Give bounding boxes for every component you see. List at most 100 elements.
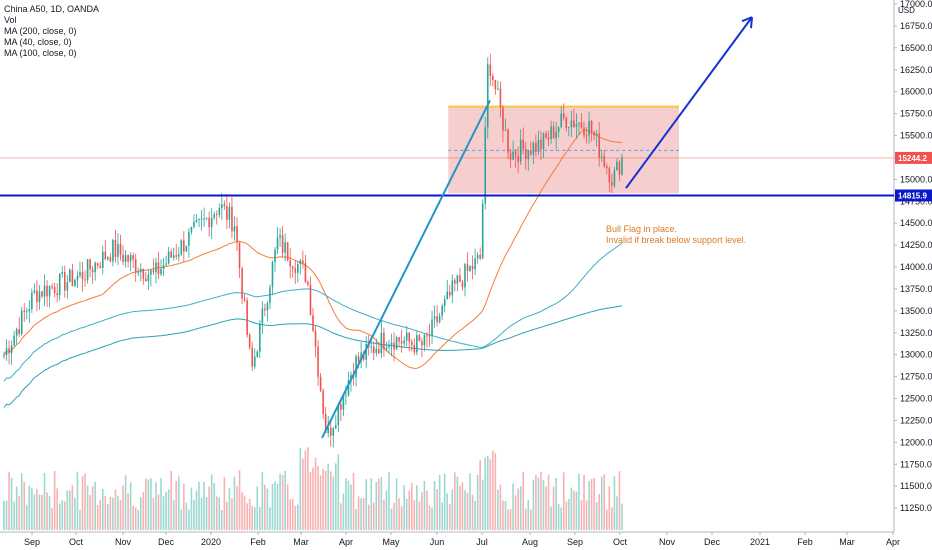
volume-bar: [388, 472, 390, 530]
volume-bar: [408, 490, 411, 530]
candle-body: [195, 220, 198, 222]
candle-body: [203, 218, 205, 220]
volume-bar: [461, 482, 464, 530]
volume-bar: [215, 496, 218, 530]
volume-bar: [175, 481, 178, 530]
candle-body: [570, 120, 573, 127]
candle-body: [560, 113, 563, 128]
price-tick-label: 14000.0: [900, 262, 932, 272]
candle-body: [481, 203, 484, 259]
volume-bar: [210, 474, 213, 530]
price-tick-label: 11750.0: [900, 459, 932, 469]
volume-bar: [218, 497, 221, 530]
candle-body: [256, 351, 259, 357]
volume-bar: [337, 454, 340, 530]
volume-bar: [304, 450, 307, 530]
price-tick-label: 12750.0: [900, 372, 932, 382]
volume-bar: [557, 503, 560, 530]
volume-bar: [342, 493, 345, 530]
candle-body: [355, 356, 357, 378]
candle-body: [322, 390, 324, 415]
candle-body: [112, 239, 114, 262]
volume-bar: [160, 478, 162, 530]
candle-body: [431, 319, 433, 336]
volume-bar: [456, 476, 459, 530]
volume-bar: [94, 481, 96, 530]
candle-body: [393, 342, 395, 350]
volume-bar: [603, 474, 606, 530]
candle-body: [542, 133, 545, 150]
candle-body: [499, 88, 502, 108]
volume-bar: [195, 490, 198, 530]
volume-bar: [441, 502, 443, 530]
volume-bar: [484, 457, 487, 530]
candle-body: [124, 255, 127, 262]
price-tick-label: 11500.0: [900, 481, 932, 491]
volume-bar: [514, 495, 517, 530]
volume-bar: [481, 479, 484, 530]
time-tick-label: Oct: [613, 537, 628, 547]
volume-bar: [324, 470, 327, 530]
candle-body: [53, 286, 56, 294]
volume-bar: [590, 478, 593, 530]
volume-bar: [127, 493, 129, 530]
volume-bar: [213, 483, 216, 530]
volume-bar: [89, 495, 91, 530]
volume-bar: [33, 494, 36, 530]
candle-body: [69, 269, 71, 283]
time-tick-label: Oct: [69, 537, 84, 547]
candle-body: [613, 170, 616, 186]
volume-bar: [585, 500, 588, 530]
volume-bar: [46, 492, 48, 530]
volume-bar: [13, 501, 15, 530]
price-axis[interactable]: 11250.0 11500.0 11750.0 12000.0 12250.0 12500…: [894, 0, 932, 513]
volume-bar: [119, 499, 122, 530]
legend-ma200: MA (200, close, 0): [4, 26, 77, 36]
candle-body: [611, 182, 613, 186]
volume-bar: [117, 495, 119, 530]
candle-body: [372, 346, 375, 354]
candle-body: [261, 308, 264, 324]
time-tick-label: Sep: [567, 537, 583, 547]
volume-bar: [69, 490, 71, 530]
volume-bar: [259, 506, 261, 530]
candle-body: [618, 161, 621, 175]
candle-body: [314, 330, 317, 347]
candle-body: [188, 231, 190, 246]
volume-bar: [380, 477, 383, 530]
candle-body: [312, 315, 314, 331]
volume-bar: [550, 506, 552, 530]
volume-bar: [18, 495, 20, 530]
candle-body: [370, 346, 373, 348]
volume-bar: [357, 496, 360, 530]
support-price-tag-bg: [895, 189, 932, 202]
volume-bar: [61, 500, 64, 530]
candle-body: [603, 156, 606, 167]
time-axis[interactable]: Sep Oct Nov Dec 2020 Feb Mar Apr May Jun Jul Aug Sep…: [24, 532, 900, 547]
volume-bar: [524, 508, 527, 530]
price-tick-label: 17000.0: [900, 0, 932, 9]
volume-bar: [540, 471, 542, 530]
volume-bar: [573, 490, 575, 530]
candle-body: [405, 332, 408, 341]
volume-bar: [241, 492, 243, 530]
candle-body: [223, 204, 226, 207]
candle-body: [233, 226, 236, 232]
candle-body: [565, 117, 568, 128]
volume-bar: [124, 475, 127, 530]
last-price-tag: 15244.2: [898, 154, 927, 163]
volume-bar: [279, 473, 281, 530]
candle-body: [79, 272, 81, 276]
candle-body: [132, 255, 134, 260]
candle-body: [398, 337, 400, 342]
volume-bar: [137, 509, 140, 530]
candle-body: [228, 206, 231, 220]
candle-body: [492, 75, 494, 81]
volume-bar: [38, 494, 41, 530]
candle-body: [595, 133, 598, 136]
volume-bar: [5, 500, 8, 530]
volume-bar: [36, 488, 38, 530]
candle-body: [134, 259, 137, 273]
candle-body: [190, 226, 193, 232]
